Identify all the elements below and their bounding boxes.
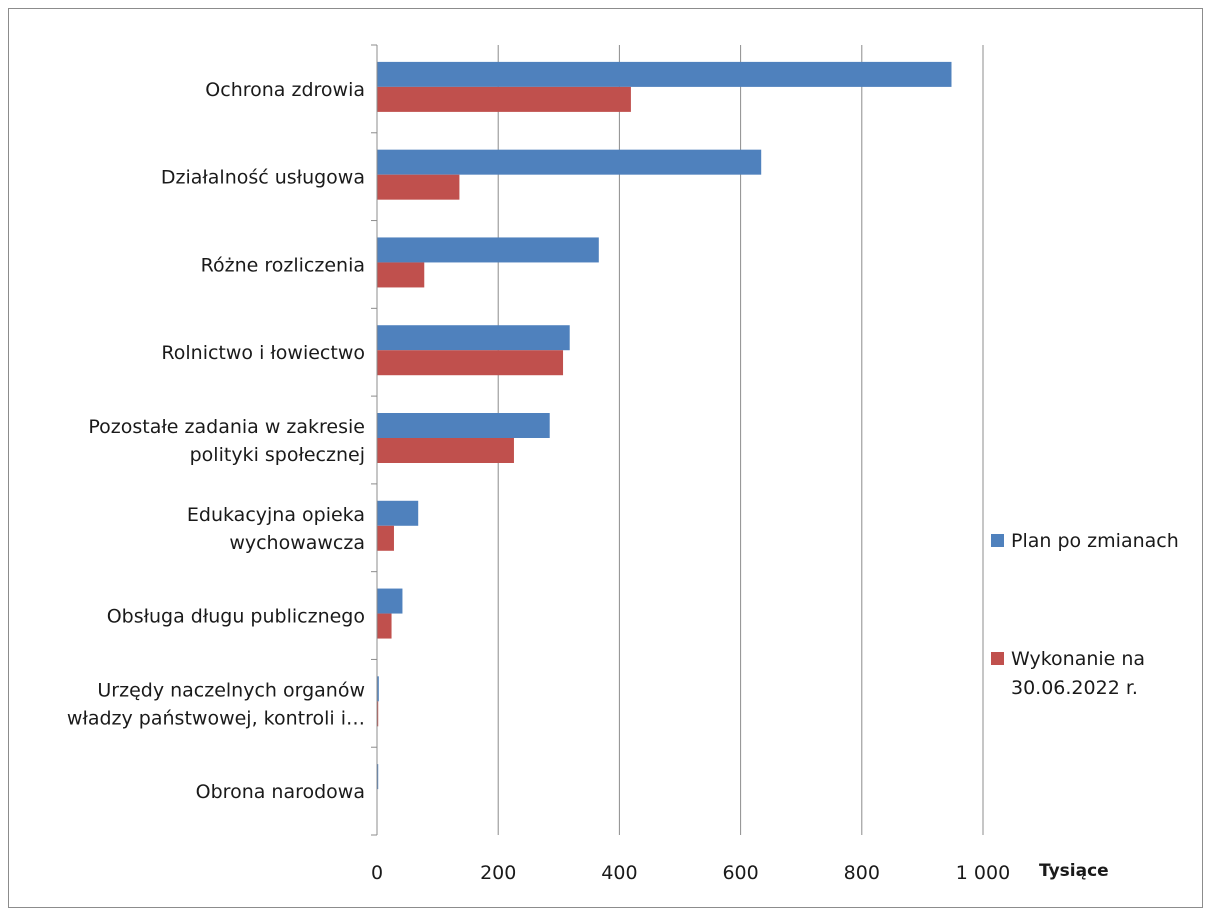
bar-plan	[377, 237, 599, 263]
legend-label-wykonanie: Wykonanie na 30.06.2022 r.	[1011, 648, 1145, 699]
bar-wykonanie	[377, 174, 460, 200]
bar-wykonanie	[377, 701, 379, 727]
legend-label-line: 30.06.2022 r.	[1011, 677, 1138, 699]
category-label: Rolnictwo i łowiectwo	[161, 342, 365, 364]
bar-wykonanie	[377, 525, 394, 551]
x-tick-label: 200	[480, 862, 516, 884]
category-labels: Ochrona zdrowia Działalność usługowa Różne…	[67, 79, 365, 803]
legend-swatch-wykonanie	[991, 652, 1004, 665]
category-label-line: władzy państwowej, kontroli i…	[67, 707, 365, 729]
category-label-line: Ochrona zdrowia	[205, 79, 365, 101]
category-label: Edukacyjna opieka wychowawcza	[187, 504, 365, 554]
bar-wykonanie	[377, 350, 564, 376]
category-label-line: Rolnictwo i łowiectwo	[161, 342, 365, 364]
x-tick-label: 1 000	[956, 862, 1010, 884]
legend: Plan po zmianach Wykonanie na 30.06.2022 r…	[991, 530, 1179, 699]
bar-wykonanie	[377, 438, 514, 463]
bar-plan	[377, 413, 550, 438]
x-axis-tick-labels: 0 200 400 600 800 1 000	[371, 862, 1010, 884]
bar-plan	[377, 588, 403, 614]
category-label: Pozostałe zadania w zakresie polityki spo…	[88, 416, 365, 466]
bar-plan	[377, 764, 379, 790]
category-label: Różne rozliczenia	[201, 254, 365, 276]
category-label-line: polityki społecznej	[190, 444, 365, 466]
category-label: Obsługa długu publicznego	[107, 606, 365, 628]
bar-plan	[377, 325, 570, 351]
category-label: Ochrona zdrowia	[205, 79, 365, 101]
bar-wykonanie	[377, 613, 392, 639]
bar-plan	[377, 149, 762, 175]
category-label-line: Urzędy naczelnych organów	[97, 679, 365, 701]
category-label: Urzędy naczelnych organów władzy państwow…	[67, 679, 365, 729]
legend-swatch-plan	[991, 534, 1004, 547]
category-label: Działalność usługowa	[161, 167, 365, 189]
x-tick-label: 400	[601, 862, 637, 884]
x-tick-label: 0	[371, 862, 383, 884]
x-axis-unit-label: Tysiące	[1039, 861, 1109, 881]
gridlines	[497, 45, 984, 835]
category-label-line: Działalność usługowa	[161, 167, 365, 189]
category-label-line: Obrona narodowa	[196, 781, 365, 803]
legend-label-line: Plan po zmianach	[1011, 530, 1179, 552]
axes	[371, 44, 378, 836]
bar-plan	[377, 500, 419, 526]
category-label-line: Pozostałe zadania w zakresie	[88, 416, 365, 438]
category-label-line: Edukacyjna opieka	[187, 504, 365, 526]
bar-plan	[377, 676, 379, 702]
x-tick-label: 800	[844, 862, 880, 884]
bar-wykonanie	[377, 262, 425, 288]
legend-label-line: Wykonanie na	[1011, 648, 1145, 670]
category-label-line: Obsługa długu publicznego	[107, 606, 365, 628]
bar-wykonanie	[377, 86, 631, 112]
legend-label-plan: Plan po zmianach	[1011, 530, 1179, 552]
x-tick-label: 600	[722, 862, 758, 884]
bar-chart: Ochrona zdrowia Działalność usługowa Różne…	[67, 44, 1179, 884]
category-label: Obrona narodowa	[196, 781, 365, 803]
chart-frame: Ochrona zdrowia Działalność usługowa Różne…	[8, 8, 1203, 908]
category-label-line: wychowawcza	[229, 532, 365, 554]
bars	[377, 61, 952, 790]
bar-plan	[377, 61, 952, 87]
category-label-line: Różne rozliczenia	[201, 254, 365, 276]
